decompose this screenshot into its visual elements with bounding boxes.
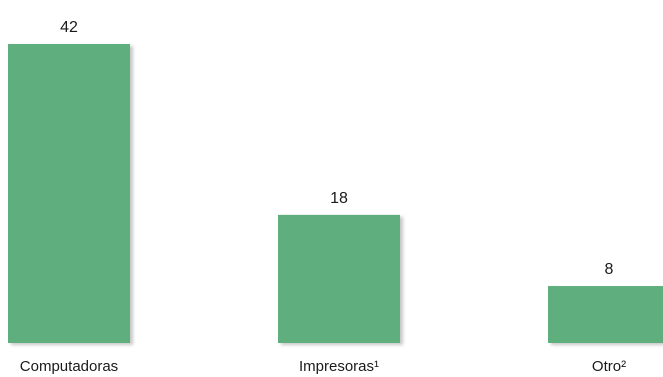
category-labels-group: Computadoras Impresoras¹ Otro² <box>20 358 626 375</box>
bar-1 <box>278 214 400 343</box>
bar-0 <box>8 44 130 343</box>
bar-value-label: 18 <box>330 190 348 207</box>
bar-value-label: 42 <box>60 19 78 36</box>
category-label: Impresoras¹ <box>299 358 379 375</box>
bar-2 <box>548 286 663 343</box>
bars-group <box>8 44 663 343</box>
bar-value-label: 8 <box>605 261 614 278</box>
category-label: Computadoras <box>20 358 118 375</box>
value-labels-group: 42 18 8 <box>60 19 613 278</box>
category-label: Otro² <box>592 358 626 375</box>
